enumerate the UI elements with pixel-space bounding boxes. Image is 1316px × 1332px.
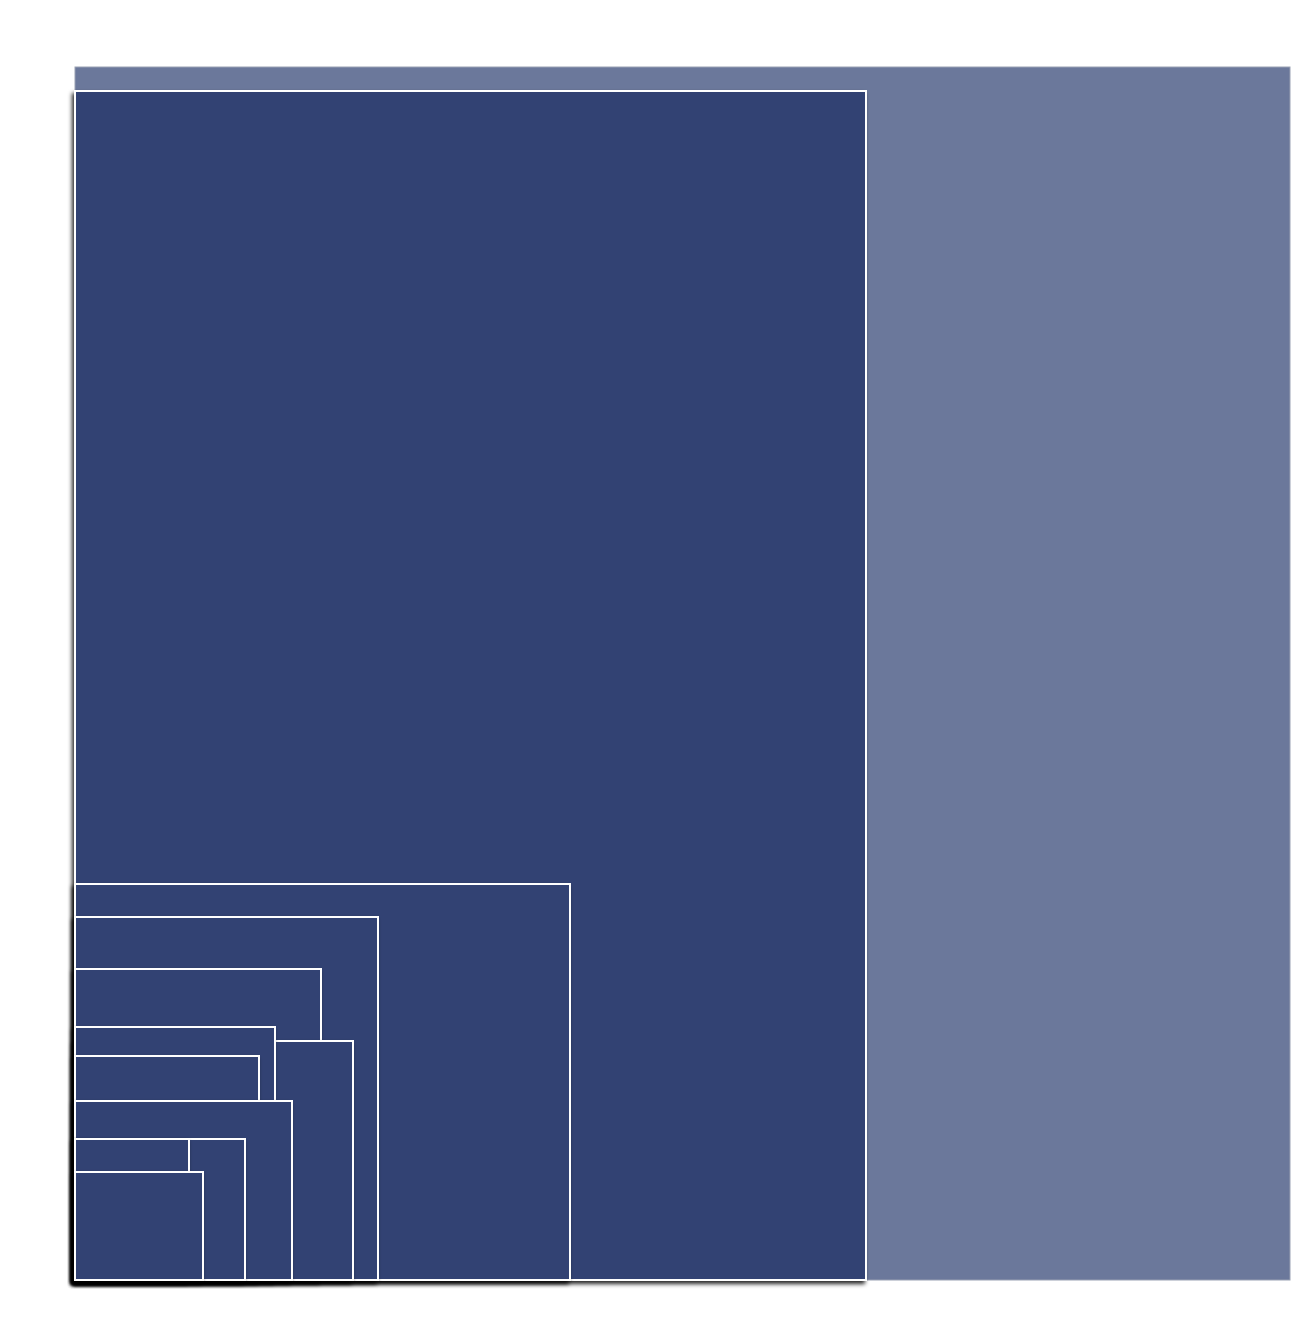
rectangles-layer bbox=[74, 66, 1291, 1281]
rect-11 bbox=[74, 1171, 204, 1281]
